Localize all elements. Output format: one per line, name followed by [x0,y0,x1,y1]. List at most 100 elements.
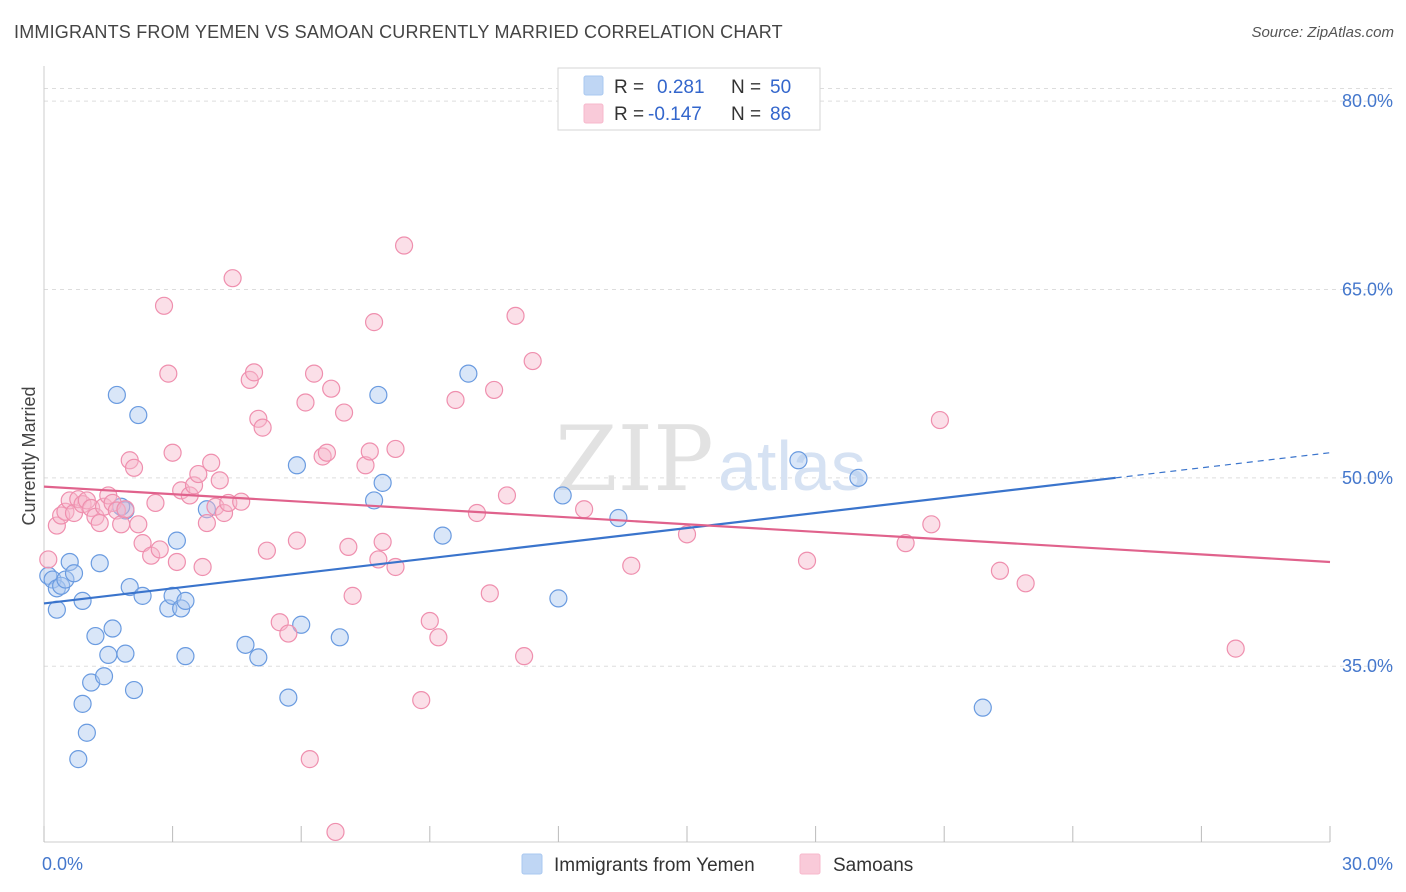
point-samoans [446,390,465,410]
point-samoans [287,531,307,550]
point-samoans [82,498,101,518]
point-yemen [120,577,139,597]
point-samoans [300,750,319,769]
point-samoans [257,541,277,560]
point-yemen [176,647,195,666]
point-samoans [373,532,392,551]
axes [43,66,1331,843]
point-yemen [103,619,122,638]
point-samoans [1016,574,1035,593]
point-samoans [154,296,174,315]
point-samoans [364,313,384,332]
point-samoans [420,611,439,631]
point-samoans [90,513,109,533]
point-samoans [394,236,414,255]
trend-line-yemen-extension [1115,452,1331,479]
point-samoans [896,534,915,553]
point-yemen [433,526,452,545]
point-samoans [317,443,337,462]
point-samoans [506,306,525,325]
point-samoans [223,269,242,288]
point-yemen [292,615,311,634]
point-yemen [249,648,268,667]
point-yemen [287,456,307,475]
legend-n-label-yemen: N = [731,77,761,98]
point-yemen [279,688,298,707]
point-samoans [249,409,268,428]
point-samoans [334,403,354,422]
trend-line-yemen [43,476,1116,605]
point-samoans [575,500,594,519]
point-samoans [356,456,375,475]
point-yemen [69,750,88,769]
trend-line-samoans [43,485,1331,564]
point-samoans [124,458,144,477]
y-axis-title: Currently Married [19,386,39,525]
y-tick-label: 65.0% [1342,279,1393,299]
point-samoans [480,584,499,603]
point-yemen [373,473,392,492]
point-samoans [296,393,315,412]
data-points [39,236,1245,842]
point-samoans [167,552,186,572]
point-yemen [133,586,152,605]
point-yemen [369,385,388,405]
legend-n-value-samoans: 86 [770,104,791,125]
point-samoans [146,493,165,513]
point-yemen [167,531,186,550]
point-yemen [94,667,114,686]
x-tick-labels: 0.0% 30.0% [42,854,1393,874]
point-yemen [129,405,148,425]
legend-r-label-yemen: R = [614,77,644,98]
bottom-legend-swatch-samoans [799,853,821,875]
y-tick-label: 35.0% [1342,656,1393,676]
point-yemen [176,591,195,610]
point-yemen [609,508,628,528]
point-samoans [112,515,131,534]
point-yemen [973,698,992,717]
point-yemen [330,628,349,647]
point-samoans [232,492,251,511]
legend-r-label-samoans-visible: R = [614,104,644,125]
point-samoans [159,364,178,383]
point-samoans [189,464,208,484]
series-legend: Immigrants from Yemen Samoans [521,853,913,876]
point-yemen [553,486,572,505]
point-yemen [73,591,92,610]
point-samoans [279,624,298,643]
point-samoans [1226,639,1245,658]
bottom-legend-label-yemen: Immigrants from Yemen [554,855,755,876]
point-samoans [202,453,221,472]
source-label: Source: ZipAtlas.com [1251,24,1394,41]
point-samoans [210,471,229,490]
point-samoans [116,500,135,519]
x-tick-label: 30.0% [1342,854,1393,874]
point-samoans [485,380,504,400]
correlation-legend: R = 0.281 N = 50 N = R = -0.147 N = 86 [557,67,821,131]
point-yemen [77,723,96,742]
point-yemen [124,680,144,700]
legend-r-value-yemen: 0.281 [657,77,705,98]
point-yemen [47,600,66,619]
point-samoans [497,486,517,505]
point-samoans [360,442,379,461]
point-samoans [412,691,431,710]
point-yemen [107,385,126,405]
point-samoans [304,364,324,383]
point-yemen [236,635,255,654]
legend-n-value-yemen: 50 [770,77,791,98]
point-samoans [990,561,1010,580]
legend-swatch-yemen [583,75,604,96]
point-yemen [60,552,79,572]
point-samoans [253,418,272,437]
point-yemen [116,644,135,663]
point-samoans [133,534,152,553]
point-samoans [386,439,405,459]
bottom-legend-label-samoans: Samoans [833,855,913,876]
point-samoans [322,379,341,398]
watermark: ZIP atlas [555,407,866,512]
point-yemen [99,645,118,664]
point-samoans [339,537,358,557]
point-yemen [86,626,105,646]
